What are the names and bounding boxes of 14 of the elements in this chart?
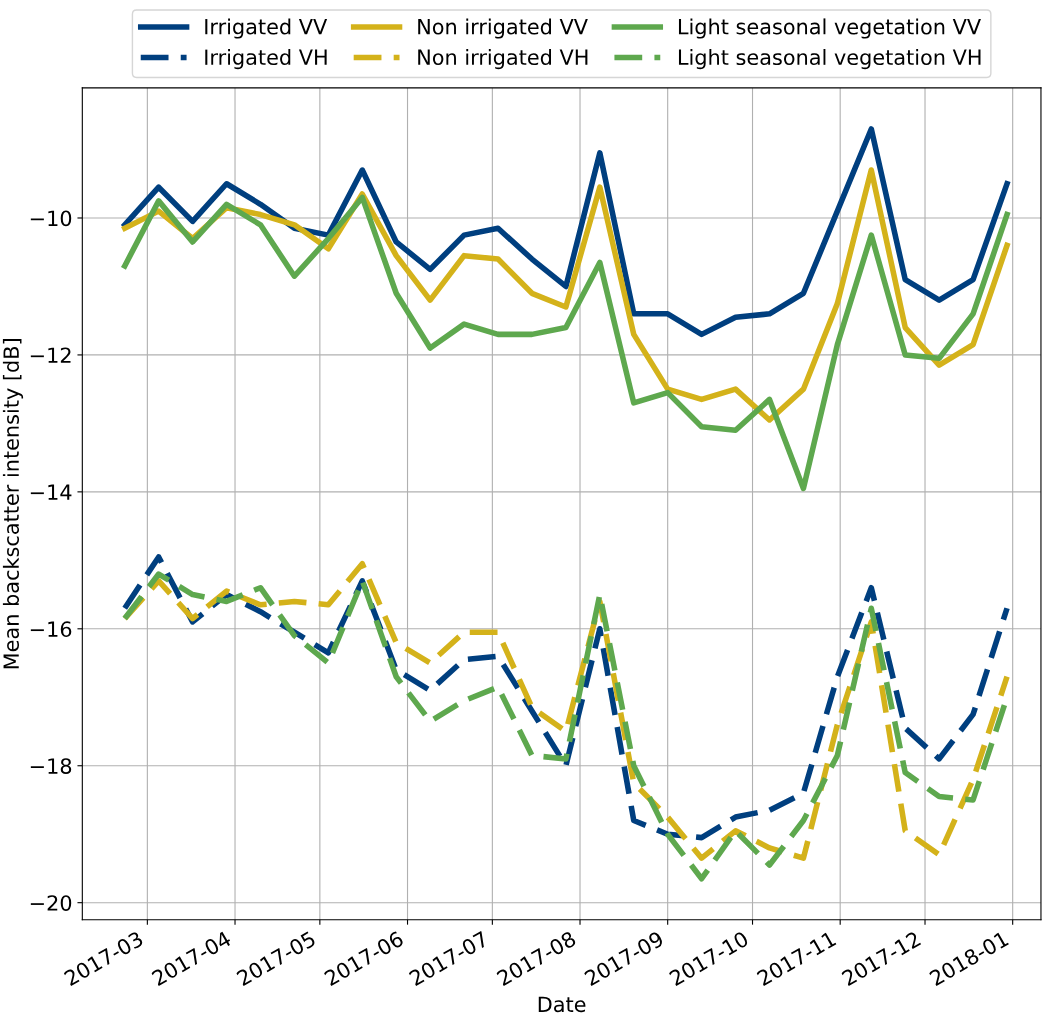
y-tick-label: −10 — [30, 210, 72, 227]
legend-label: Non irrigated VV — [418, 18, 588, 39]
y-tick-label: −20 — [30, 895, 72, 911]
legend-label: Non irrigated VH — [418, 48, 588, 70]
x-axis-title: Date — [538, 996, 586, 1013]
legend-label: Light seasonal vegetation VV — [678, 18, 981, 39]
legend-label: Irrigated VV — [205, 18, 328, 39]
legend-label: Irrigated VH — [205, 48, 327, 70]
y-tick-label: −14 — [30, 484, 72, 500]
y-tick-label: −18 — [30, 758, 72, 774]
y-axis-title: Mean backscatter intensity [dB] — [2, 339, 24, 669]
y-tick-label: −12 — [30, 347, 71, 363]
y-tick-label: −16 — [30, 621, 72, 638]
legend-label: Light seasonal vegetation VH — [678, 48, 981, 70]
